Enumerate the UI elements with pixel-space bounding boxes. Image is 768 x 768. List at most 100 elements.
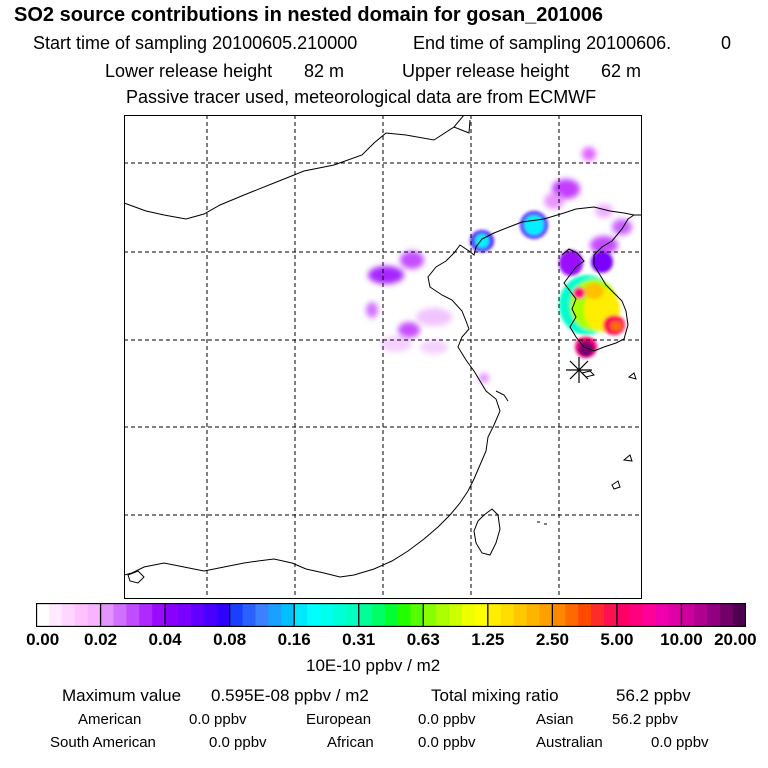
start-time-label: Start time of sampling 20100605.210000 xyxy=(33,33,358,53)
region-value-african: 0.0 ppbv xyxy=(418,734,476,751)
colorbar-tick-label: 0.31 xyxy=(342,630,376,649)
colorbar-cell xyxy=(384,603,399,627)
colorbar-cell xyxy=(113,603,127,627)
plume-blobs xyxy=(366,147,632,383)
map-frame xyxy=(124,115,642,599)
region-value-european: 0.0 ppbv xyxy=(418,711,476,728)
colorbar-cell xyxy=(100,603,115,627)
colorbar-cell xyxy=(255,603,269,627)
colorbar-tick-label: 0.63 xyxy=(406,630,440,649)
colorbar-cell xyxy=(733,603,746,627)
colorbar-cell xyxy=(578,603,592,627)
colorbar-cell xyxy=(371,603,386,627)
colorbar-cell xyxy=(591,603,605,627)
colorbar-cell xyxy=(294,603,308,627)
faint-blobs xyxy=(366,147,632,383)
colorbar-cell xyxy=(616,603,631,627)
colorbar-cell xyxy=(526,603,541,627)
colorbar-cell xyxy=(681,603,695,627)
colorbar-cell xyxy=(126,603,140,627)
lower-release-value: 82 m xyxy=(304,61,345,81)
colorbar-cell xyxy=(229,603,244,627)
asterisk-icon xyxy=(566,357,592,383)
colorbar-cell xyxy=(539,603,553,627)
colorbar-tick-label: 0.04 xyxy=(148,630,182,649)
colorbar-tick-label: 0.08 xyxy=(213,630,247,649)
colorbar-unit: 10E-10 ppbv / m2 xyxy=(306,656,441,675)
colorbar-cell xyxy=(629,603,644,627)
colorbar-cell xyxy=(332,603,347,627)
total-mixing-label: Total mixing ratio xyxy=(431,686,559,705)
colorbar-cell xyxy=(552,603,566,627)
region-name-american: American xyxy=(78,711,142,728)
region-value-american: 0.0 ppbv xyxy=(189,711,247,728)
colorbar-tick-label: 20.00 xyxy=(714,630,757,649)
colorbar-cell xyxy=(500,603,515,627)
colorbar-cell xyxy=(474,603,489,627)
region-name-asian: Asian xyxy=(536,711,574,728)
region-name-european: European xyxy=(306,711,372,728)
region-name-african: African xyxy=(327,734,374,751)
colorbar-cell xyxy=(604,603,618,627)
strong-blobs xyxy=(470,211,625,358)
colorbar-cell xyxy=(655,603,670,627)
colorbar-cell xyxy=(436,603,450,627)
colorbar-tick-label: 1.25 xyxy=(471,630,505,649)
colorbar-cell xyxy=(165,603,179,627)
colorbar-cell xyxy=(345,603,360,627)
colorbar-cell xyxy=(423,603,437,627)
tracer-note: Passive tracer used, meteorological data… xyxy=(126,87,597,107)
colorbar-cell xyxy=(87,603,102,627)
colorbar-cell xyxy=(203,603,218,627)
colorbar-cell xyxy=(358,603,373,627)
colorbar-tick-label: 10.00 xyxy=(660,630,703,649)
colorbar-cell xyxy=(268,603,282,627)
colorbar-cell xyxy=(694,603,708,627)
colorbar-cell xyxy=(74,603,89,627)
coastlines xyxy=(124,115,642,584)
colorbar-cell xyxy=(462,603,476,627)
colorbar-cell xyxy=(48,603,63,627)
colorbar-cell xyxy=(139,603,153,627)
upper-release-label: Upper release height xyxy=(402,61,570,81)
region-value-asian: 56.2 ppbv xyxy=(612,711,678,728)
region-value-australian: 0.0 ppbv xyxy=(651,734,709,751)
upper-release-value: 62 m xyxy=(601,61,642,81)
colorbar xyxy=(36,603,746,627)
lat-lon-grid xyxy=(124,115,642,599)
colorbar-cell xyxy=(307,603,321,627)
region-value-south-american: 0.0 ppbv xyxy=(209,734,267,751)
colorbar-cell xyxy=(410,603,424,627)
colorbar-cell xyxy=(487,603,502,627)
colorbar-cell xyxy=(642,603,657,627)
colorbar-cell xyxy=(449,603,463,627)
colorbar-tick-label: 5.00 xyxy=(600,630,634,649)
colorbar-cell xyxy=(668,603,683,627)
colorbar-tick-label: 0.00 xyxy=(26,630,60,649)
region-name-south-american: South American xyxy=(50,734,156,751)
colorbar-cell xyxy=(61,603,76,627)
colorbar-tick-label: 0.16 xyxy=(277,630,311,649)
colorbar-cell xyxy=(36,603,50,627)
colorbar-tick-label: 2.50 xyxy=(535,630,569,649)
colorbar-cell xyxy=(565,603,579,627)
colorbar-cell xyxy=(281,603,295,627)
max-value: 0.595E-08 ppbv / m2 xyxy=(211,686,369,705)
contribution-map xyxy=(124,115,642,599)
colorbar-cell xyxy=(216,603,231,627)
colorbar-cell xyxy=(178,603,192,627)
colorbar-cell xyxy=(320,603,334,627)
end-time-value: 0 xyxy=(721,33,732,53)
colorbar-cell xyxy=(707,603,721,627)
region-name-australian: Australian xyxy=(536,734,603,751)
colorbar-cell xyxy=(242,603,257,627)
max-value-label: Maximum value xyxy=(62,686,182,705)
total-mixing-value: 56.2 ppbv xyxy=(616,686,691,705)
colorbar-cell xyxy=(190,603,205,627)
plot-title: SO2 source contributions in nested domai… xyxy=(14,4,604,26)
colorbar-cell xyxy=(152,603,166,627)
colorbar-cell xyxy=(397,603,411,627)
colorbar-tick-label: 0.02 xyxy=(83,630,118,649)
colorbar-cell xyxy=(513,603,528,627)
colorbar-cell xyxy=(720,603,734,627)
